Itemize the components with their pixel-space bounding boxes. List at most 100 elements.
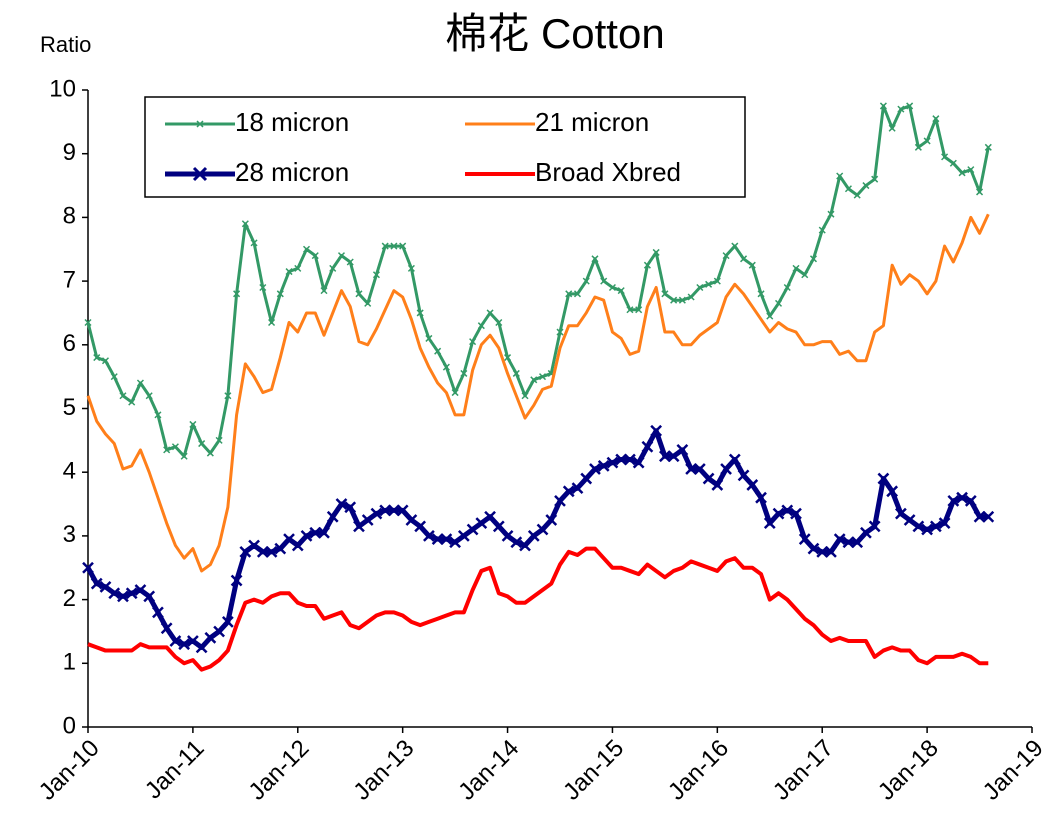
marker: [868, 520, 881, 533]
marker: [659, 450, 671, 463]
marker: [206, 449, 214, 457]
marker: [169, 635, 182, 647]
marker: [964, 494, 977, 507]
marker: [527, 530, 540, 542]
legend-label: 28 micron: [235, 157, 349, 187]
marker: [318, 526, 330, 539]
marker: [346, 258, 354, 266]
marker: [335, 498, 348, 510]
marker: [344, 501, 357, 514]
marker: [921, 523, 933, 536]
marker: [512, 369, 520, 377]
y-tick-label: 8: [63, 203, 76, 230]
marker: [853, 191, 861, 199]
marker: [224, 392, 232, 400]
marker: [329, 264, 337, 272]
x-tick-label: Jan-17: [768, 735, 839, 806]
marker: [163, 446, 171, 454]
marker: [399, 242, 407, 250]
marker: [466, 523, 479, 536]
marker: [705, 280, 713, 288]
marker: [947, 494, 960, 507]
marker: [396, 504, 409, 517]
marker: [449, 536, 461, 549]
marker: [221, 616, 234, 628]
marker: [294, 264, 302, 272]
x-tick-label: Jan-11: [140, 735, 210, 805]
marker: [145, 392, 153, 400]
legend-label: 18 micron: [235, 107, 349, 137]
marker: [801, 271, 809, 279]
marker: [565, 290, 573, 298]
marker: [99, 580, 112, 593]
marker: [693, 463, 706, 475]
marker: [737, 469, 750, 482]
marker: [265, 545, 278, 558]
marker: [492, 520, 505, 533]
marker: [204, 631, 217, 644]
series-line: [87, 546, 989, 672]
marker: [879, 102, 887, 110]
marker: [702, 472, 715, 485]
marker: [434, 347, 442, 355]
marker: [300, 530, 313, 542]
marker: [119, 392, 127, 400]
marker: [932, 115, 940, 123]
y-tick-label: 7: [63, 266, 76, 293]
y-tick-label: 6: [63, 330, 76, 357]
marker: [580, 472, 593, 485]
marker: [678, 296, 686, 304]
marker: [189, 420, 197, 428]
marker: [652, 248, 660, 256]
marker: [606, 456, 619, 469]
marker: [425, 334, 433, 342]
marker: [364, 299, 372, 307]
marker: [720, 463, 732, 475]
marker: [862, 182, 870, 190]
marker: [562, 485, 575, 498]
marker: [82, 561, 94, 574]
series-line: [86, 104, 990, 458]
series-line: [86, 213, 990, 573]
x-tick-label: Jan-18: [873, 735, 944, 806]
marker: [457, 530, 470, 542]
marker: [510, 536, 523, 549]
marker: [956, 491, 968, 504]
y-tick-label: 3: [63, 521, 76, 548]
marker: [842, 536, 855, 549]
marker: [833, 533, 846, 545]
marker: [442, 363, 450, 371]
marker: [792, 264, 800, 272]
marker: [469, 338, 477, 346]
marker: [755, 491, 767, 504]
x-tick-label: Jan-15: [558, 735, 629, 806]
marker: [643, 261, 651, 269]
marker: [128, 398, 136, 406]
marker: [748, 261, 756, 269]
marker: [877, 472, 890, 485]
marker: [783, 283, 791, 292]
x-tick-label: Jan-14: [453, 735, 524, 806]
x-tick-label: Jan-13: [348, 735, 419, 806]
marker: [982, 510, 995, 523]
marker: [976, 188, 984, 196]
marker: [192, 166, 208, 182]
marker: [477, 322, 485, 330]
marker: [390, 242, 398, 250]
marker: [897, 105, 905, 113]
marker: [283, 533, 295, 545]
marker: [781, 504, 794, 517]
marker: [195, 641, 208, 654]
marker: [117, 590, 129, 603]
marker: [600, 277, 608, 285]
marker: [571, 482, 584, 495]
marker: [370, 507, 383, 520]
marker: [501, 530, 514, 542]
marker: [372, 271, 380, 279]
marker: [984, 143, 992, 151]
marker: [844, 185, 852, 193]
marker: [414, 520, 427, 533]
marker: [746, 479, 759, 491]
marker: [405, 514, 418, 526]
marker: [285, 268, 293, 276]
